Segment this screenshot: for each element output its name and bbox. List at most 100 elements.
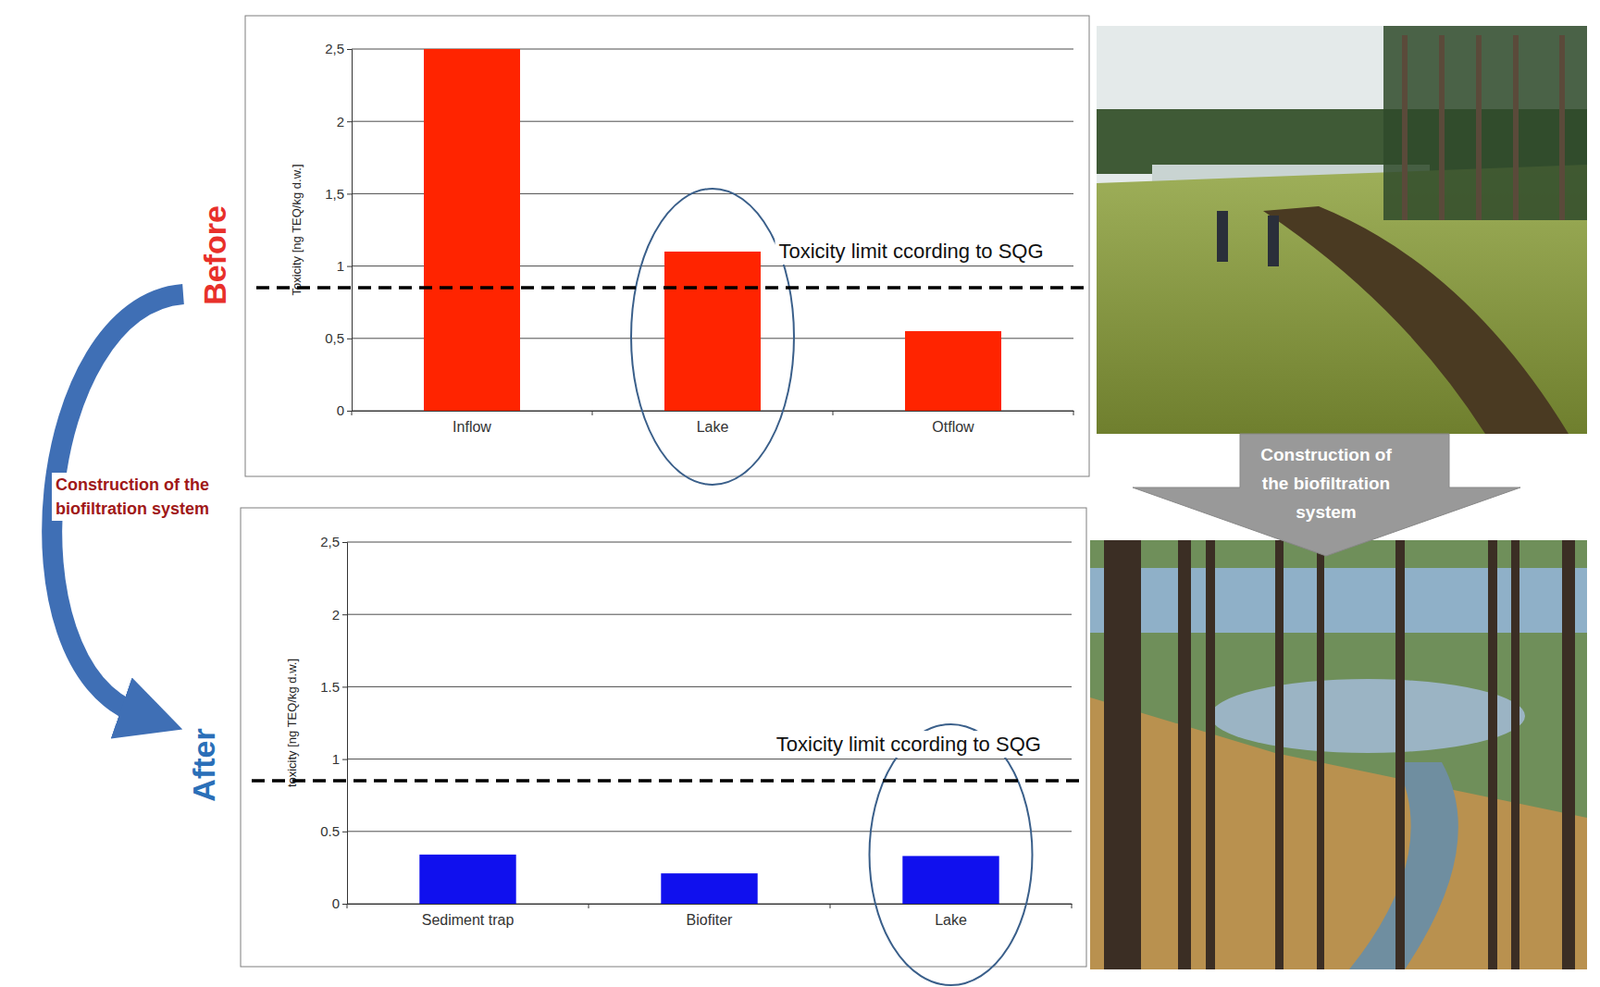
bars: [423, 49, 1002, 411]
text-line: biofiltration system: [55, 499, 210, 519]
highlight: [631, 188, 794, 485]
label-background: [772, 731, 1045, 758]
grid-line: [347, 614, 1072, 616]
bars: [419, 855, 999, 905]
bar: [905, 331, 1002, 411]
construction-label: Construction of the biofiltration system: [55, 475, 210, 519]
limit-label: Toxicity limit ccording to SQG: [776, 732, 1042, 757]
tick-label: Biofiter: [686, 912, 733, 929]
tick: 1: [332, 751, 348, 768]
grid-line: [347, 831, 1072, 832]
y-axis-title: toxicity [ng TEQ/kg d.w.]: [285, 658, 299, 788]
tick-label: 2: [332, 607, 340, 623]
bar: [419, 855, 516, 905]
y-axis: 0 0.5 1 1.5 2 2,5: [320, 533, 348, 912]
limit-line: [251, 779, 1085, 783]
text-line: Construction of: [1260, 445, 1392, 465]
tick: 2,5: [320, 533, 348, 550]
text-line: Toxicity limit ccording to SQG: [776, 732, 1042, 757]
photo-trunk: [1316, 540, 1325, 970]
photo-trunk: [1488, 540, 1498, 970]
tick-label: 0,5: [324, 330, 345, 347]
tick: 1,5: [324, 186, 352, 202]
tick-label: 1,5: [324, 186, 345, 202]
tick-label: 1: [336, 258, 345, 274]
tick: Lake: [696, 410, 730, 435]
photo-pond: [1210, 679, 1526, 754]
photo-trunk: [1178, 540, 1191, 970]
photo-after: [1090, 540, 1588, 970]
tick-label: Otflow: [931, 419, 975, 435]
tick-label: 2: [336, 113, 345, 130]
tick-mark: [347, 410, 352, 412]
grid-line: [347, 686, 1072, 688]
tick: 2: [332, 607, 348, 623]
axis-line: [342, 543, 348, 906]
tick-label: 2,5: [324, 40, 345, 57]
tick-mark: [347, 266, 352, 268]
tick: 1.5: [320, 679, 348, 695]
grid: [347, 542, 1072, 905]
photo-before: [1096, 25, 1588, 435]
grid-line: [347, 542, 1072, 544]
tick-label: Inflow: [452, 419, 492, 435]
tick-mark: [347, 49, 352, 50]
axis-separator: [832, 410, 834, 416]
tick: 0,5: [324, 330, 352, 347]
x-axis: Sediment trap Biofiter Lake: [347, 904, 1073, 929]
figure: Construction of the biofiltration system Co…: [0, 0, 1600, 987]
limit-line: [256, 285, 1088, 290]
bar: [664, 251, 761, 411]
tick-mark: [342, 831, 348, 833]
photo-background: [1090, 540, 1588, 970]
chart-frame: [245, 15, 1090, 477]
tick-label: Sediment trap: [421, 912, 515, 929]
axis-separator: [347, 904, 348, 909]
photo-trunk: [1275, 540, 1284, 970]
before-label: Before: [197, 205, 233, 306]
tick: 0.5: [320, 823, 348, 840]
tick-mark: [347, 193, 352, 195]
tick-label: 2,5: [320, 533, 340, 550]
photo-ditch: [1263, 206, 1569, 435]
tick-mark: [342, 904, 348, 906]
axis-separator: [1071, 904, 1073, 909]
tick-mark: [342, 759, 348, 761]
tick-label: Lake: [934, 912, 968, 929]
photo-person: [1267, 215, 1279, 267]
axis-separator: [830, 904, 832, 909]
tick: Sediment trap: [421, 904, 515, 929]
text-line: Construction of the: [55, 475, 210, 495]
chart-frame: [240, 508, 1087, 968]
photo-trunk: [1401, 35, 1408, 221]
chart: 00,511,522,5InflowLakeOtflowToxicity [ng…: [245, 15, 1090, 485]
tick: Biofiter: [686, 904, 733, 929]
tick-label: 0: [332, 895, 340, 912]
arrow-shape: [1132, 434, 1521, 557]
limit-label: Toxicity limit ccording to SQG: [778, 239, 1043, 263]
tick: 2: [336, 113, 352, 130]
tick: 2,5: [324, 40, 352, 57]
tick-mark: [342, 686, 348, 688]
text-line: the biofiltration: [1262, 473, 1390, 494]
axis-separator: [592, 410, 594, 416]
tick-mark: [342, 614, 348, 616]
photo-sky: [1096, 25, 1588, 435]
tick-label: Lake: [696, 419, 730, 435]
photo-trunk: [1511, 540, 1520, 970]
tick: 0: [332, 895, 348, 912]
photo-trunk: [1438, 35, 1445, 221]
text-line: Toxicity limit ccording to SQG: [778, 239, 1043, 263]
axis-separator: [588, 904, 590, 909]
photo-trunk: [1513, 35, 1519, 221]
tick: 1: [336, 258, 352, 274]
tick-label: 1: [332, 751, 340, 768]
after-label: After: [186, 728, 222, 802]
photo-trunk: [1103, 540, 1142, 970]
text-line: system: [1295, 502, 1357, 522]
tick-mark: [347, 338, 352, 340]
tick-label: 0: [336, 402, 345, 419]
highlight: [869, 724, 1033, 986]
tick-label: 1.5: [320, 679, 340, 695]
y-axis: 0 0,5 1 1,5 2 2,5: [324, 40, 352, 419]
